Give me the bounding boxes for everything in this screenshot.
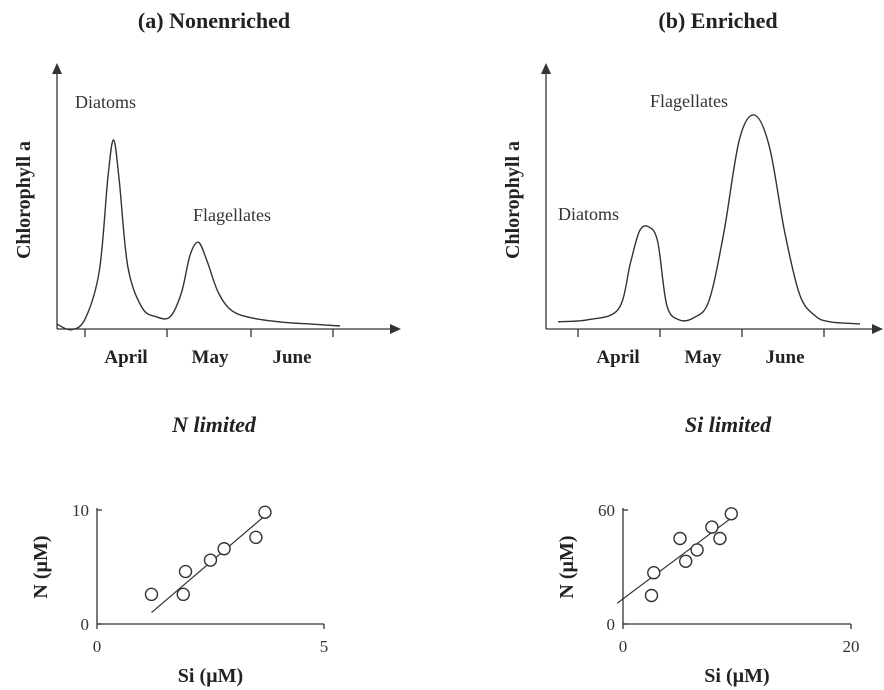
x-tick-label: 20 (843, 637, 860, 656)
y-tick-label: 0 (81, 615, 90, 634)
scatter-point (203, 553, 218, 567)
panel-a-month-may: May (192, 347, 229, 368)
panel-a-scatter: 0 5 0 10 Si (µM) N (µM) (30, 501, 328, 687)
panel-b-x-arrow (872, 324, 883, 334)
scatter-point (705, 520, 719, 534)
scatter-point (690, 543, 704, 557)
scatter-point (644, 588, 659, 603)
panel-a-chlorophyll-curve (56, 139, 341, 331)
panel-b-month-may: May (685, 347, 722, 368)
scatter-point (713, 531, 727, 546)
panel-b-title: (b) Enriched (658, 8, 777, 33)
panel-b-annotation-diatoms: Diatoms (558, 204, 619, 224)
y-tick-label: 60 (598, 501, 615, 520)
panel-a-month-june: June (272, 347, 311, 368)
panel-a-month-april: April (104, 347, 147, 368)
scatter-point (249, 530, 263, 545)
panel-a-scatter-y-label: N (µM) (30, 535, 52, 598)
panel-a-x-arrow (390, 324, 401, 334)
panel-b-subtitle: Si limited (685, 412, 772, 437)
scatter-point (673, 531, 687, 546)
panel-a-x-ticks (84, 329, 334, 337)
scatter-point (144, 587, 159, 602)
panel-a-annotation-flagellates: Flagellates (193, 205, 271, 225)
panel-b-x-ticks (577, 329, 825, 337)
panel-b-chlorophyll-curve (557, 114, 861, 325)
scatter-point (176, 587, 190, 602)
panel-b-scatter: 0 20 0 60 Si (µM) N (µM) (556, 501, 860, 687)
x-tick-label: 5 (320, 637, 329, 656)
panel-a-y-label: Chlorophyll a (13, 141, 35, 259)
panel-b-plot: Chlorophyll a Diatoms Flagellates April … (502, 63, 883, 368)
panel-b-y-label: Chlorophyll a (502, 141, 524, 259)
panel-a-plot: Chlorophyll a Diatoms Flagellates April … (13, 63, 401, 368)
scatter-point (258, 505, 272, 519)
x-tick-label: 0 (619, 637, 628, 656)
panel-b-month-june: June (765, 347, 804, 368)
scatter-point (217, 542, 231, 556)
panel-a-title: (a) Nonenriched (138, 8, 290, 33)
y-tick-label: 10 (72, 501, 89, 520)
panel-b-scatter-y-label: N (µM) (556, 535, 578, 598)
panel-b-y-arrow (541, 63, 551, 74)
panel-b-scatter-x-label: Si (µM) (704, 665, 769, 687)
scatter-point (647, 566, 661, 580)
scatter-point (178, 564, 193, 579)
panel-a-subtitle: N limited (171, 412, 257, 437)
panel-b-fit-line (616, 513, 738, 604)
scatter-point (679, 554, 693, 568)
panel-b-annotation-flagellates: Flagellates (650, 91, 728, 111)
scatter-point (724, 507, 738, 521)
panel-a-y-arrow (52, 63, 62, 74)
panel-b-month-april: April (596, 347, 639, 368)
panel-a-scatter-x-label: Si (µM) (178, 665, 243, 687)
panel-a-annotation-diatoms: Diatoms (75, 92, 136, 112)
y-tick-label: 0 (607, 615, 616, 634)
x-tick-label: 0 (93, 637, 102, 656)
